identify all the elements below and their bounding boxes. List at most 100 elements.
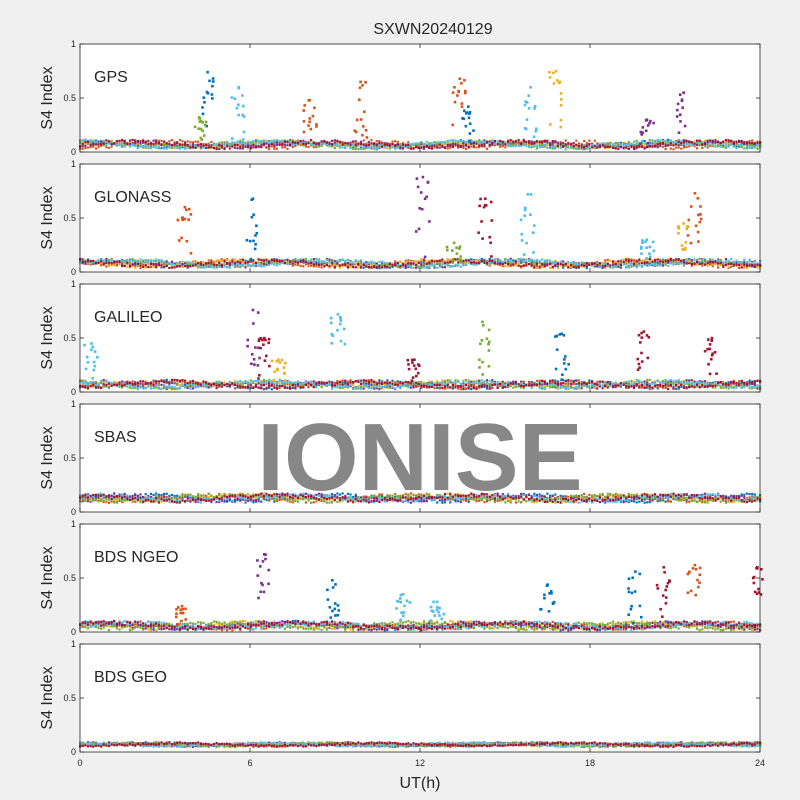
data-point [701,259,704,263]
data-point [228,142,231,145]
data-point [640,143,644,146]
data-point [257,382,260,385]
data-point [252,146,255,149]
data-point [646,261,649,264]
spike-point [523,214,526,217]
data-point [149,147,153,150]
data-point [157,142,160,145]
data-point [352,140,355,143]
data-point [278,382,281,385]
data-point [346,264,349,267]
data-point [105,265,108,268]
data-point [577,379,580,382]
data-point [181,263,184,266]
data-point [236,262,239,265]
data-point [320,144,323,147]
spike-point [524,206,527,210]
data-point [478,140,481,143]
data-point [136,385,139,388]
data-point [273,140,276,143]
spike-point [315,123,318,126]
data-point [299,140,302,143]
data-point [307,385,310,388]
data-point [501,380,504,383]
data-point [577,265,580,268]
data-point [609,142,612,145]
data-point [197,264,200,267]
data-point [601,387,604,390]
data-point [533,259,536,262]
spike-point [205,124,208,128]
data-point [278,262,281,265]
data-point [236,260,239,263]
spike-point [235,106,239,110]
spike-point [524,100,527,103]
data-point [493,263,496,266]
data-point [475,261,478,265]
spike-point [676,108,679,112]
data-point [81,143,84,146]
data-point [609,264,612,267]
data-point [706,144,709,147]
data-point [239,143,242,146]
data-point [254,261,258,264]
data-point [357,144,360,147]
data-point [375,146,378,149]
data-point [92,259,95,262]
data-point [475,263,478,266]
spike-point [204,120,208,124]
data-point [528,144,531,147]
data-point [472,261,475,264]
spike-point [201,112,205,116]
data-point [239,264,242,267]
data-point [362,261,365,264]
data-point [341,380,344,383]
data-point [541,266,544,269]
data-point [388,266,391,269]
data-point [181,143,184,146]
data-point [535,147,538,150]
data-point [252,261,255,265]
data-point [556,144,559,147]
data-point [370,266,373,269]
data-point [331,382,334,385]
spike-point [359,118,363,121]
spike-point [645,238,649,241]
y-tick-label: 0 [71,147,76,157]
data-point [373,143,376,146]
spike-point [557,81,561,85]
data-point [551,144,554,147]
data-point [123,143,126,147]
data-point [722,140,725,143]
data-point [619,263,622,266]
data-point [173,266,176,269]
data-point [756,266,759,269]
data-point [443,142,447,145]
data-point [656,258,659,261]
data-point [380,145,384,148]
data-point [378,386,381,389]
data-point [249,141,252,144]
data-point [268,140,271,144]
spike-point [308,117,312,120]
data-point [617,147,620,150]
data-point [184,383,187,386]
data-point [714,260,717,264]
data-point [517,264,520,267]
data-point [661,258,665,261]
data-point [113,142,116,145]
data-point [173,381,176,384]
data-point [677,140,680,143]
data-point [709,141,712,144]
spike-point [490,255,493,258]
data-point [94,260,97,263]
data-point [575,139,578,142]
data-point [139,142,142,145]
data-point [304,145,307,148]
data-point [147,266,150,269]
data-point [194,264,197,268]
data-point [399,260,402,263]
data-point [291,145,294,148]
data-point [496,384,499,387]
data-point [640,382,644,385]
